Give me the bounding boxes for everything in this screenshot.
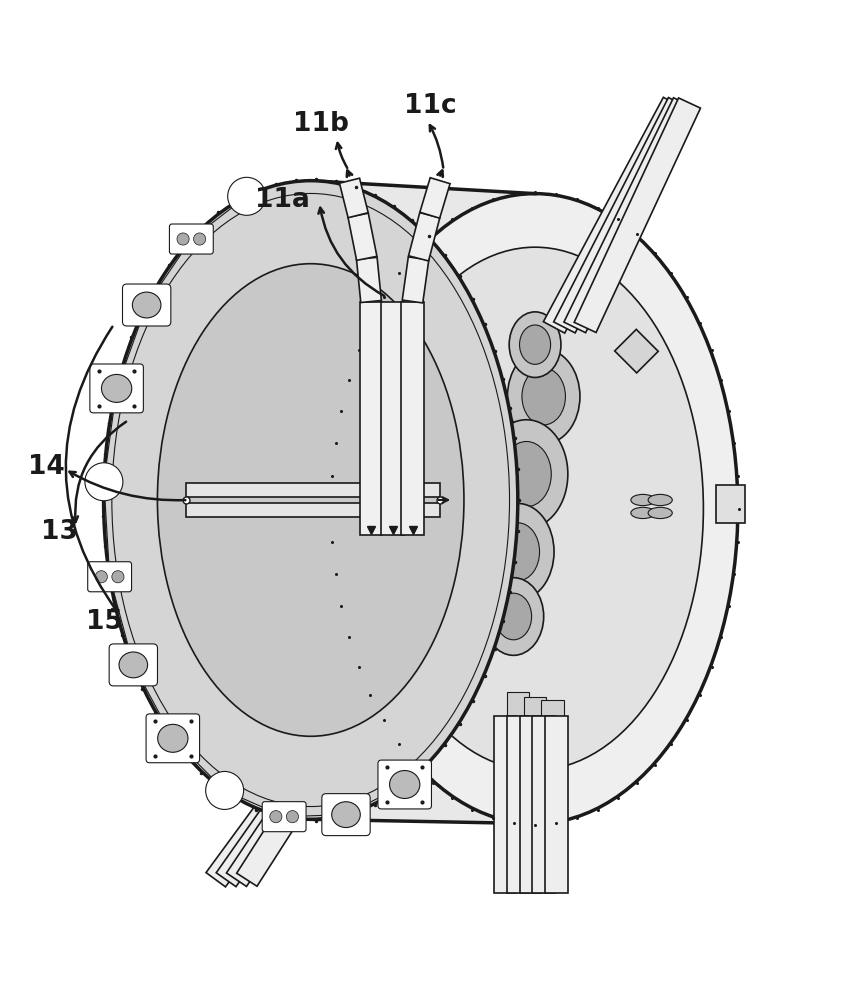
Circle shape <box>85 463 123 501</box>
Polygon shape <box>532 716 555 893</box>
Polygon shape <box>507 716 529 893</box>
Polygon shape <box>420 178 450 218</box>
Ellipse shape <box>631 507 655 519</box>
Ellipse shape <box>332 194 738 824</box>
Circle shape <box>205 771 243 809</box>
Ellipse shape <box>119 652 148 678</box>
Polygon shape <box>360 302 382 535</box>
Text: 11c: 11c <box>404 93 457 119</box>
Polygon shape <box>401 302 424 535</box>
Polygon shape <box>541 700 564 743</box>
Text: 11a: 11a <box>255 187 310 213</box>
FancyBboxPatch shape <box>123 284 171 326</box>
Ellipse shape <box>522 368 565 425</box>
Polygon shape <box>544 97 684 333</box>
Circle shape <box>193 233 205 245</box>
Polygon shape <box>348 213 377 260</box>
Ellipse shape <box>496 523 539 581</box>
Polygon shape <box>226 707 358 886</box>
FancyBboxPatch shape <box>262 802 306 832</box>
Circle shape <box>95 571 107 583</box>
Ellipse shape <box>520 325 551 364</box>
Ellipse shape <box>509 312 561 377</box>
Ellipse shape <box>102 374 132 402</box>
Polygon shape <box>381 302 404 535</box>
Ellipse shape <box>104 181 518 819</box>
Ellipse shape <box>389 771 420 798</box>
FancyBboxPatch shape <box>90 364 143 413</box>
FancyBboxPatch shape <box>109 644 157 686</box>
Circle shape <box>270 811 282 823</box>
Ellipse shape <box>631 494 655 506</box>
Circle shape <box>228 177 266 215</box>
Ellipse shape <box>485 420 568 528</box>
Polygon shape <box>614 329 658 373</box>
Polygon shape <box>507 692 529 735</box>
Ellipse shape <box>648 507 672 519</box>
Circle shape <box>112 571 124 583</box>
Text: 15: 15 <box>86 609 123 635</box>
Ellipse shape <box>367 247 703 770</box>
Text: 11b: 11b <box>293 111 350 137</box>
Polygon shape <box>186 503 440 517</box>
Polygon shape <box>520 716 542 893</box>
Ellipse shape <box>501 441 551 507</box>
Polygon shape <box>494 716 516 893</box>
FancyBboxPatch shape <box>88 562 131 592</box>
FancyBboxPatch shape <box>322 794 370 836</box>
Circle shape <box>287 811 299 823</box>
Polygon shape <box>206 707 347 887</box>
Text: 14: 14 <box>28 454 66 480</box>
Ellipse shape <box>158 724 188 752</box>
Text: 13: 13 <box>41 519 79 545</box>
Polygon shape <box>186 483 440 497</box>
Ellipse shape <box>132 292 161 318</box>
Polygon shape <box>564 98 696 333</box>
Ellipse shape <box>331 802 360 828</box>
Polygon shape <box>339 178 369 218</box>
Polygon shape <box>716 485 745 523</box>
Polygon shape <box>236 708 363 886</box>
Polygon shape <box>554 98 690 333</box>
Polygon shape <box>402 257 429 303</box>
FancyBboxPatch shape <box>169 224 213 254</box>
Polygon shape <box>545 716 568 893</box>
Ellipse shape <box>648 494 672 506</box>
Ellipse shape <box>157 264 464 736</box>
Circle shape <box>177 233 189 245</box>
Ellipse shape <box>482 503 554 600</box>
Polygon shape <box>311 181 738 824</box>
Polygon shape <box>574 98 701 332</box>
FancyBboxPatch shape <box>146 714 199 763</box>
Ellipse shape <box>495 593 532 640</box>
Ellipse shape <box>483 578 544 655</box>
Polygon shape <box>408 213 440 261</box>
Polygon shape <box>356 257 381 303</box>
FancyBboxPatch shape <box>378 760 432 809</box>
Polygon shape <box>524 697 546 740</box>
Ellipse shape <box>507 349 580 444</box>
Polygon shape <box>217 707 352 887</box>
